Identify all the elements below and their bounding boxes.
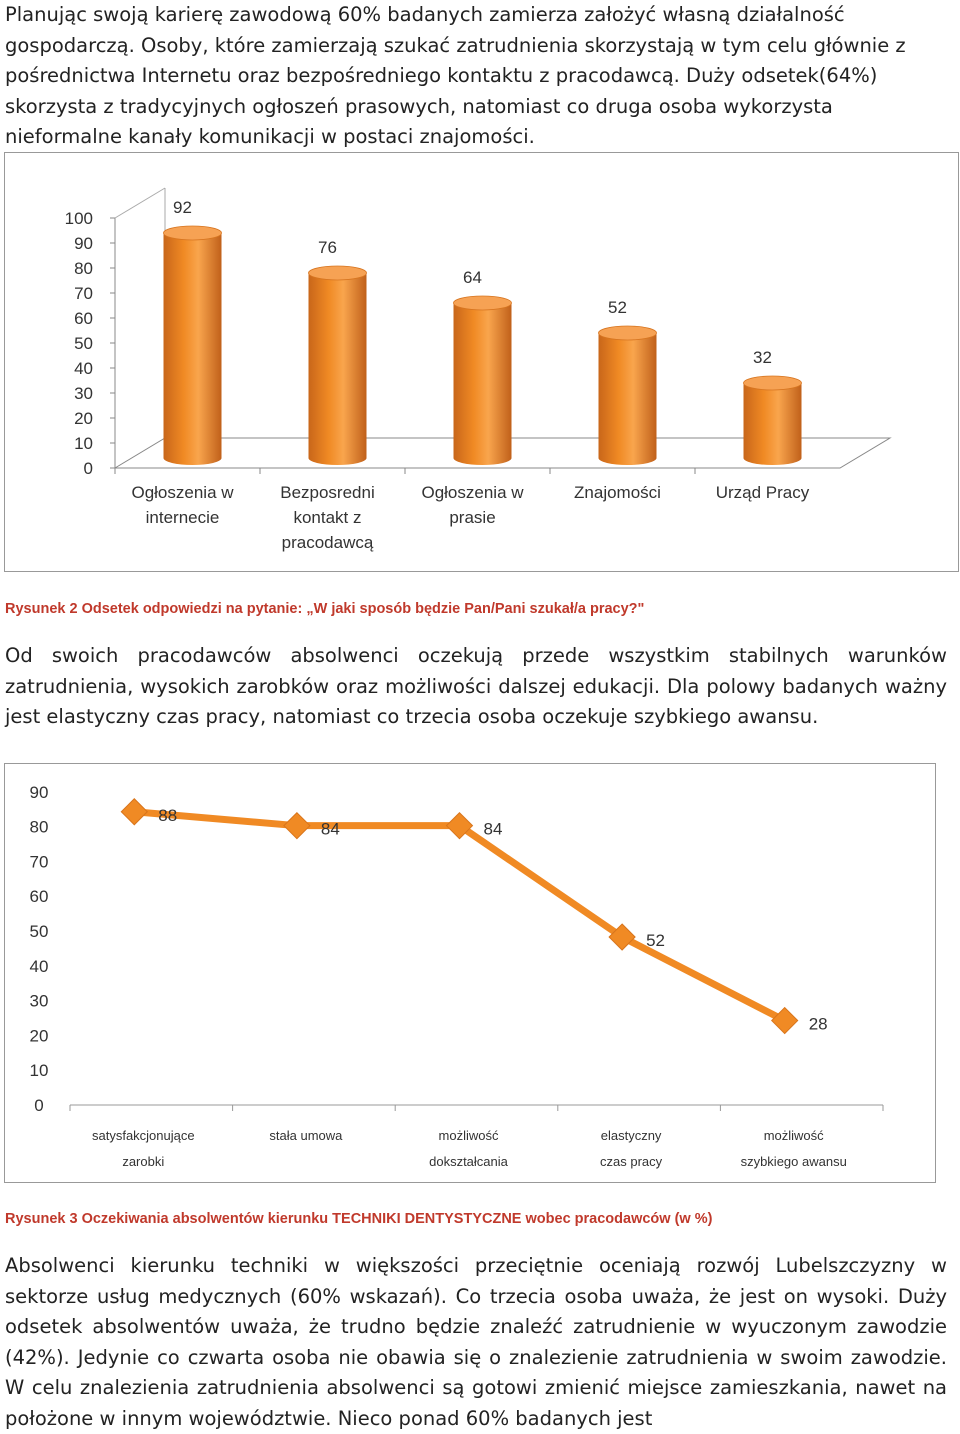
y-tick-label: 100 (25, 764, 53, 768)
bar (453, 295, 512, 465)
data-point (120, 798, 149, 826)
data-label: 32 (753, 348, 772, 367)
x-tick-label: Bezposredni (280, 483, 375, 502)
data-label: 88 (158, 806, 177, 825)
y-tick-label: 80 (30, 818, 49, 837)
bar-top (598, 325, 657, 341)
bar-chart-container: 0 10 20 30 40 50 60 70 80 90 100 92 Ogłoszenia w inte… (4, 152, 959, 572)
series-line (134, 808, 787, 1024)
x-tick-label: prasie (449, 508, 495, 527)
x-tick-label: satysfakcjonujące (92, 1128, 195, 1143)
data-label: 92 (173, 198, 192, 217)
y-tick-label: 60 (30, 887, 49, 906)
y-tick-label: 0 (34, 1096, 43, 1115)
x-tick-label: elastyczny (601, 1128, 662, 1143)
x-tick-label: zarobki (122, 1154, 164, 1169)
y-tick-label: 0 (84, 459, 93, 478)
assessment-paragraph: Absolwenci kierunku techniki w większośc… (5, 1254, 947, 1430)
y-tick-label: 90 (74, 234, 93, 253)
bar (163, 225, 222, 465)
y-tick-label: 40 (74, 359, 93, 378)
y-tick-label: 60 (74, 309, 93, 328)
x-tick-label: stała umowa (269, 1128, 343, 1143)
bar (598, 325, 657, 465)
x-tick-label: możliwość (439, 1128, 499, 1143)
bar-top (163, 225, 222, 241)
x-tick-label: dokształcania (429, 1154, 509, 1169)
data-label: 76 (318, 238, 337, 257)
y-tick-label: 40 (30, 957, 49, 976)
x-tick-label: szybkiego awansu (741, 1154, 847, 1169)
line-chart: 0 10 20 30 40 50 60 70 80 90 100 88 satysfakcjonując… (25, 749, 884, 1169)
data-label: 28 (809, 1015, 828, 1034)
y-tick-label: 100 (65, 209, 93, 228)
bar-body (743, 383, 802, 465)
data-label: 64 (463, 268, 482, 287)
y-tick-label: 10 (74, 434, 93, 453)
y-tick-label: 10 (30, 1061, 49, 1080)
bar (308, 265, 367, 465)
data-label: 84 (321, 820, 340, 839)
data-label: 52 (646, 931, 665, 950)
data-point (445, 811, 474, 840)
bar-top (743, 375, 802, 391)
data-point (608, 923, 636, 951)
x-tick-label: Znajomości (574, 483, 661, 502)
x-tick-label: Urząd Pracy (716, 483, 810, 502)
y-tick-label: 50 (74, 334, 93, 353)
bar-top (453, 295, 512, 311)
bar-body (163, 233, 222, 465)
figure-3-caption: Rysunek 3 Oczekiwania absolwentów kierun… (5, 1211, 713, 1227)
back-wall-edge (114, 187, 166, 219)
bar-chart: 0 10 20 30 40 50 60 70 80 90 100 92 Ogłoszenia w inte… (65, 187, 892, 552)
bar (743, 375, 802, 465)
y-tick-label: 30 (30, 992, 49, 1011)
floor-plane (114, 437, 892, 469)
bar-top (308, 265, 367, 281)
bar-body (308, 273, 367, 465)
x-tick-label: pracodawcą (282, 533, 374, 552)
y-tick-label: 30 (74, 384, 93, 403)
x-tick-label: kontakt z (293, 508, 361, 527)
y-tick-label: 50 (30, 922, 49, 941)
bar-body (453, 303, 512, 465)
data-label: 52 (608, 298, 627, 317)
y-tick-label: 20 (30, 1026, 49, 1045)
y-tick-label: 80 (74, 259, 93, 278)
data-label: 84 (484, 820, 503, 839)
x-tick-label: Ogłoszenia w (131, 483, 234, 502)
line-chart-container: 0 10 20 30 40 50 60 70 80 90 100 88 satysfakcjonując… (4, 749, 936, 1183)
y-tick-label: 70 (74, 284, 93, 303)
x-tick-label: możliwość (764, 1128, 824, 1143)
x-tick-label: Ogłoszenia w (421, 483, 524, 502)
data-point (770, 1006, 799, 1035)
data-point (283, 811, 311, 840)
bar-body (598, 333, 657, 465)
x-tick-label: czas pracy (600, 1154, 663, 1169)
y-tick-label: 20 (74, 409, 93, 428)
x-tick-label: internecie (146, 508, 220, 527)
y-tick-label: 70 (30, 852, 49, 871)
expectations-paragraph: Od swoich pracodawców absolwenci oczekuj… (5, 644, 947, 728)
y-tick-label: 90 (30, 783, 49, 802)
figure-2-caption: Rysunek 2 Odsetek odpowiedzi na pytanie:… (5, 601, 645, 617)
intro-paragraph: Planując swoją karierę zawodową 60% bada… (5, 3, 906, 148)
